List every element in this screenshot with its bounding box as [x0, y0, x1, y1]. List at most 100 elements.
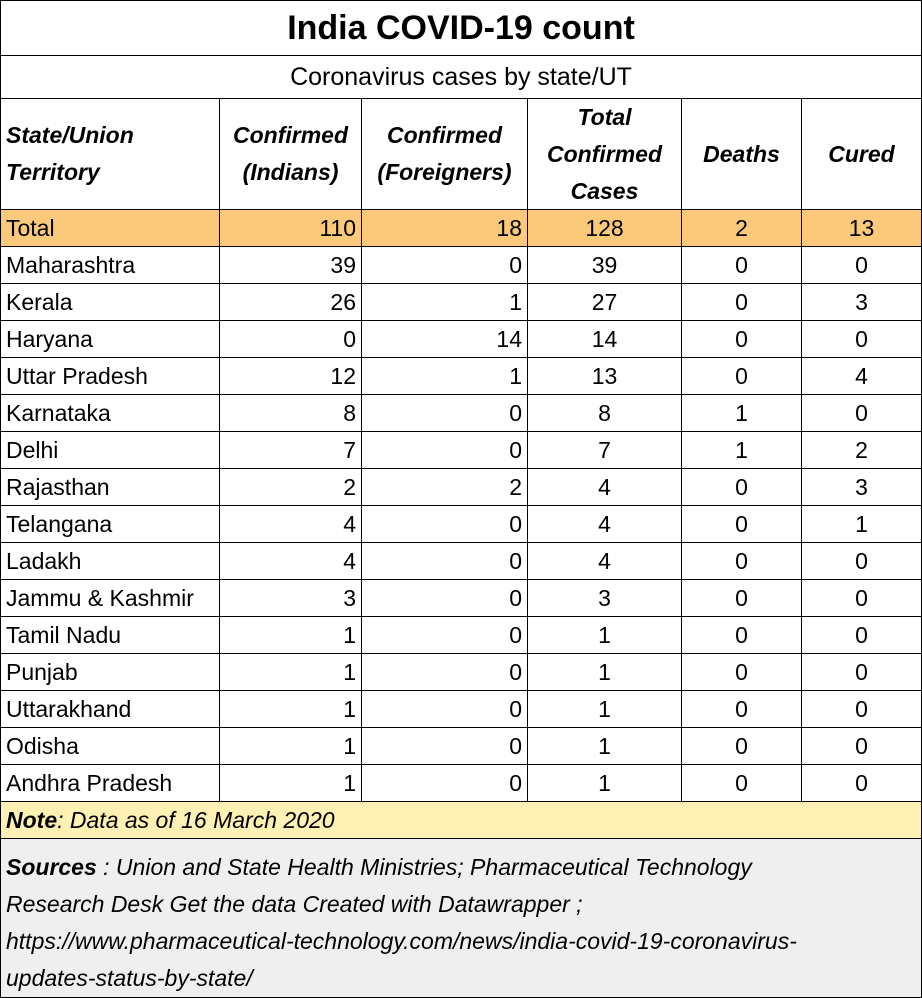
cell-deaths: 1 — [682, 395, 802, 432]
cell-cured: 3 — [802, 284, 922, 321]
cell-total-confirmed: 7 — [528, 432, 682, 469]
cell-deaths: 1 — [682, 432, 802, 469]
cell-deaths: 0 — [682, 469, 802, 506]
cell-confirmed-foreigners: 1 — [362, 284, 528, 321]
cell-deaths: 0 — [682, 506, 802, 543]
table-subtitle: Coronavirus cases by state/UT — [0, 56, 922, 99]
cell-confirmed-foreigners: 0 — [362, 691, 528, 728]
cell-total-confirmed: 14 — [528, 321, 682, 358]
total-cell-total-confirmed: 128 — [528, 210, 682, 247]
cell-cured: 4 — [802, 358, 922, 395]
cell-total-confirmed: 1 — [528, 654, 682, 691]
total-cell-confirmed-indians: 110 — [220, 210, 362, 247]
sources-block: Sources : Union and State Health Ministr… — [0, 839, 922, 998]
cell-state: Delhi — [0, 432, 220, 469]
sources-line: : Union and State Health Ministries; Pha… — [96, 854, 752, 880]
cell-confirmed-indians: 39 — [220, 247, 362, 284]
cell-confirmed-foreigners: 0 — [362, 654, 528, 691]
cell-cured: 0 — [802, 654, 922, 691]
header-confirmed-foreigners: Confirmed (Foreigners) — [362, 99, 528, 210]
cell-total-confirmed: 8 — [528, 395, 682, 432]
cell-confirmed-indians: 1 — [220, 691, 362, 728]
sources-link: https://www.pharmaceutical-technology.co… — [6, 928, 797, 954]
cell-cured: 0 — [802, 617, 922, 654]
cell-cured: 3 — [802, 469, 922, 506]
cell-total-confirmed: 39 — [528, 247, 682, 284]
cell-state: Jammu & Kashmir — [0, 580, 220, 617]
cell-confirmed-indians: 26 — [220, 284, 362, 321]
cell-confirmed-foreigners: 0 — [362, 432, 528, 469]
cell-cured: 0 — [802, 321, 922, 358]
cell-deaths: 0 — [682, 765, 802, 802]
cell-total-confirmed: 1 — [528, 765, 682, 802]
cell-confirmed-foreigners: 0 — [362, 395, 528, 432]
cell-cured: 0 — [802, 247, 922, 284]
cell-state: Uttarakhand — [0, 691, 220, 728]
cell-cured: 2 — [802, 432, 922, 469]
cell-confirmed-foreigners: 0 — [362, 617, 528, 654]
cell-confirmed-indians: 1 — [220, 728, 362, 765]
cell-confirmed-indians: 4 — [220, 506, 362, 543]
cell-total-confirmed: 1 — [528, 728, 682, 765]
cell-total-confirmed: 27 — [528, 284, 682, 321]
cell-confirmed-indians: 0 — [220, 321, 362, 358]
header-cured: Cured — [802, 99, 922, 210]
cell-confirmed-indians: 1 — [220, 765, 362, 802]
cell-state: Telangana — [0, 506, 220, 543]
cell-state: Tamil Nadu — [0, 617, 220, 654]
cell-state: Maharashtra — [0, 247, 220, 284]
cell-state: Haryana — [0, 321, 220, 358]
cell-total-confirmed: 4 — [528, 543, 682, 580]
note-row: Note : Data as of 16 March 2020 — [0, 802, 922, 839]
cell-confirmed-foreigners: 14 — [362, 321, 528, 358]
cell-cured: 0 — [802, 395, 922, 432]
cell-total-confirmed: 13 — [528, 358, 682, 395]
cell-deaths: 0 — [682, 654, 802, 691]
cell-cured: 1 — [802, 506, 922, 543]
sources-link: updates-status-by-state/ — [6, 965, 253, 991]
total-cell-cured: 13 — [802, 210, 922, 247]
cell-state: Kerala — [0, 284, 220, 321]
sources-label: Sources — [6, 854, 97, 880]
cell-total-confirmed: 1 — [528, 617, 682, 654]
cell-deaths: 0 — [682, 543, 802, 580]
header-total-confirmed: Total Confirmed Cases — [528, 99, 682, 210]
total-cell-state: Total — [0, 210, 220, 247]
cell-cured: 0 — [802, 691, 922, 728]
sources-line: Research Desk Get the data Created with … — [6, 891, 583, 917]
cell-confirmed-foreigners: 0 — [362, 765, 528, 802]
note-label: Note — [6, 806, 58, 833]
cell-confirmed-foreigners: 0 — [362, 728, 528, 765]
cell-confirmed-indians: 12 — [220, 358, 362, 395]
cell-deaths: 0 — [682, 728, 802, 765]
cell-confirmed-indians: 7 — [220, 432, 362, 469]
cell-state: Andhra Pradesh — [0, 765, 220, 802]
cell-total-confirmed: 3 — [528, 580, 682, 617]
header-state: State/Union Territory — [0, 99, 220, 210]
cell-confirmed-foreigners: 0 — [362, 247, 528, 284]
cell-cured: 0 — [802, 765, 922, 802]
header-deaths: Deaths — [682, 99, 802, 210]
cell-deaths: 0 — [682, 321, 802, 358]
table-title: India COVID-19 count — [0, 0, 922, 56]
cell-total-confirmed: 4 — [528, 469, 682, 506]
cell-confirmed-foreigners: 1 — [362, 358, 528, 395]
cell-state: Rajasthan — [0, 469, 220, 506]
cell-confirmed-indians: 2 — [220, 469, 362, 506]
cell-confirmed-indians: 1 — [220, 654, 362, 691]
cell-confirmed-indians: 1 — [220, 617, 362, 654]
cell-state: Punjab — [0, 654, 220, 691]
cell-deaths: 0 — [682, 358, 802, 395]
header-confirmed-indians: Confirmed (Indians) — [220, 99, 362, 210]
cell-deaths: 0 — [682, 247, 802, 284]
cell-deaths: 0 — [682, 580, 802, 617]
cell-state: Ladakh — [0, 543, 220, 580]
cell-state: Uttar Pradesh — [0, 358, 220, 395]
cell-confirmed-foreigners: 0 — [362, 506, 528, 543]
cell-cured: 0 — [802, 543, 922, 580]
cell-confirmed-foreigners: 0 — [362, 580, 528, 617]
cell-confirmed-foreigners: 2 — [362, 469, 528, 506]
cell-confirmed-indians: 4 — [220, 543, 362, 580]
cell-total-confirmed: 1 — [528, 691, 682, 728]
